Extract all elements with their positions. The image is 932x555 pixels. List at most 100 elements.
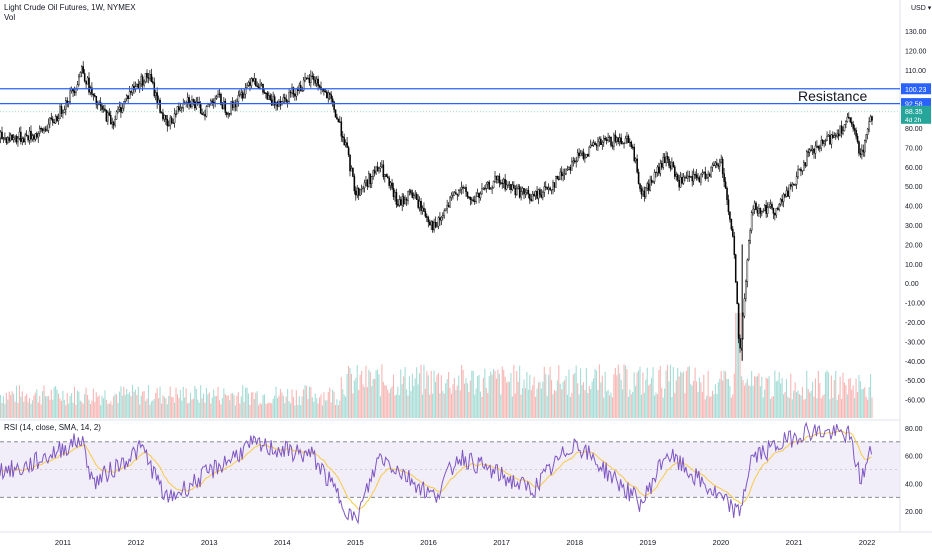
price-candle xyxy=(98,100,100,105)
candle-body xyxy=(395,192,398,205)
candle-body xyxy=(63,109,66,113)
volume-bar xyxy=(710,396,712,418)
candle-body xyxy=(157,99,160,104)
price-candle xyxy=(252,77,254,83)
volume-bar xyxy=(607,389,609,418)
volume-bar xyxy=(791,399,793,418)
candle-body xyxy=(533,193,535,197)
candle-body xyxy=(28,130,31,141)
volume-bar xyxy=(317,403,319,418)
candle-body xyxy=(324,91,327,93)
price-candle xyxy=(105,109,108,123)
price-candle xyxy=(27,135,29,143)
price-candle xyxy=(803,159,805,171)
candle-body xyxy=(840,125,843,134)
volume-bar xyxy=(681,373,683,418)
price-candle xyxy=(669,161,672,172)
candle-body xyxy=(790,184,792,187)
price-candle xyxy=(437,216,440,230)
candle-body xyxy=(639,183,641,189)
volume-bar xyxy=(366,387,368,418)
volume-bar xyxy=(568,369,570,418)
volume-bar xyxy=(536,388,538,418)
price-candle xyxy=(360,184,363,195)
volume-bar xyxy=(159,386,161,418)
candle-body xyxy=(539,189,541,195)
symbol-title[interactable]: Light Crude Oil Futures, 1W, NYMEX xyxy=(4,3,136,12)
price-candle xyxy=(153,77,156,98)
volume-bar xyxy=(527,389,529,418)
candle-body xyxy=(560,171,563,177)
volume-bar xyxy=(477,376,479,418)
candle-body xyxy=(449,197,451,208)
price-candle xyxy=(495,175,498,184)
candle-body xyxy=(487,181,489,185)
volume-bar xyxy=(124,394,126,418)
volume-bar xyxy=(603,397,605,418)
price-candle xyxy=(482,187,485,191)
candle-body xyxy=(600,138,602,145)
price-candle xyxy=(43,126,45,134)
candle-body xyxy=(787,190,789,197)
candle-body xyxy=(34,133,37,140)
price-candle xyxy=(817,145,820,151)
candle-body xyxy=(133,85,135,90)
volume-bar xyxy=(613,374,615,418)
price-candle xyxy=(478,192,480,204)
candle-body xyxy=(344,142,347,146)
price-candle xyxy=(369,173,372,189)
price-candle xyxy=(131,84,134,96)
candle-body xyxy=(804,162,807,166)
candle-body xyxy=(12,137,15,140)
candle-body xyxy=(574,160,576,163)
volume-bar xyxy=(572,374,574,418)
candle-body xyxy=(349,154,351,172)
resistance-annotation[interactable]: Resistance xyxy=(798,88,867,104)
currency-dropdown[interactable]: USD ▾ xyxy=(911,4,931,12)
candle-body xyxy=(228,113,231,115)
volume-bar xyxy=(220,404,222,418)
price-candle xyxy=(748,239,750,262)
volume-bar xyxy=(303,389,305,418)
price-candle xyxy=(342,131,344,143)
price-candle xyxy=(646,181,649,192)
price-candle xyxy=(256,81,258,88)
price-candle xyxy=(781,194,783,207)
candle-body xyxy=(734,254,737,283)
price-candle xyxy=(334,109,337,118)
rsi-legend[interactable]: RSI (14, close, SMA, 14, 2) xyxy=(4,423,101,432)
volume-bar xyxy=(858,374,860,418)
candle-body xyxy=(417,199,419,208)
candle-body xyxy=(748,240,750,261)
price-candle xyxy=(691,170,694,187)
volume-bar xyxy=(638,370,640,418)
price-candle xyxy=(675,171,678,181)
candle-body xyxy=(92,94,95,96)
price-candle xyxy=(804,162,807,169)
candle-body xyxy=(315,78,318,84)
price-candle xyxy=(371,175,373,188)
price-candle xyxy=(576,149,579,163)
volume-bar xyxy=(2,396,4,418)
candle-body xyxy=(827,134,830,137)
volume-bar xyxy=(371,386,373,418)
volume-bar xyxy=(780,383,782,418)
price-candle xyxy=(89,85,92,96)
volume-bar xyxy=(484,368,486,418)
candle-body xyxy=(78,76,80,85)
price-candle xyxy=(720,154,723,164)
volume-label[interactable]: Vol xyxy=(4,13,16,22)
price-candle xyxy=(313,73,315,86)
candle-body xyxy=(705,177,708,179)
price-candle xyxy=(299,80,302,92)
volume-bar xyxy=(468,392,470,418)
candle-body xyxy=(443,210,446,216)
candle-body xyxy=(527,189,530,195)
price-candle xyxy=(560,166,563,181)
price-candle xyxy=(365,175,367,187)
candle-body xyxy=(217,93,219,98)
volume-bar xyxy=(830,375,832,418)
candle-body xyxy=(547,187,550,190)
price-candle xyxy=(861,144,863,160)
